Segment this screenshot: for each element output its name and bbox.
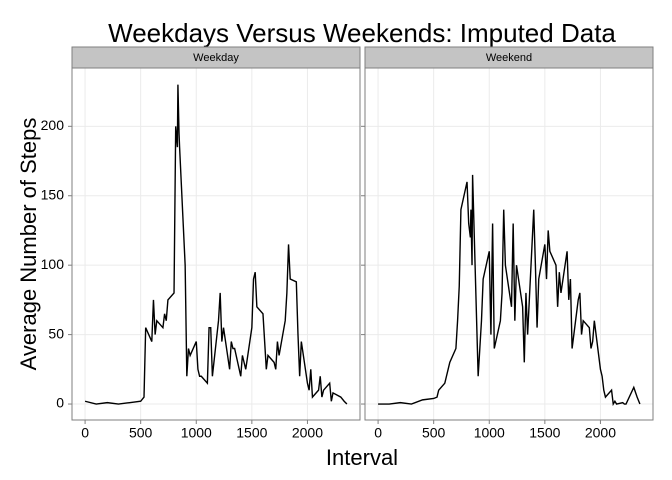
facet-label: Weekend	[486, 52, 532, 64]
chart-title: Weekdays Versus Weekends: Imputed Data	[108, 18, 616, 48]
x-tick-label: 500	[129, 425, 153, 441]
y-tick-label: 100	[41, 256, 65, 272]
y-axis-label: Average Number of Steps	[16, 118, 41, 371]
data-line	[84, 84, 348, 405]
x-tick-label: 1500	[529, 425, 560, 441]
x-tick-label: 2000	[585, 425, 616, 441]
x-tick-label: 1000	[474, 425, 505, 441]
x-tick-label: 500	[422, 425, 446, 441]
facet-strip	[71, 46, 361, 69]
y-tick-label: 200	[41, 117, 65, 133]
facet-label: Weekday	[193, 52, 239, 64]
data-line	[378, 174, 641, 407]
x-tick-label: 1000	[181, 425, 212, 441]
y-tick-label: 150	[41, 186, 65, 202]
y-tick-label: 50	[48, 325, 64, 341]
x-tick-label: 1500	[236, 425, 267, 441]
y-tick-label: 0	[56, 395, 64, 411]
facet-strip	[364, 46, 654, 69]
x-tick-label: 0	[374, 425, 382, 441]
panel-background	[72, 68, 360, 420]
x-tick-label: 0	[81, 425, 89, 441]
x-tick-label: 2000	[292, 425, 323, 441]
x-axis-label: Interval	[326, 445, 398, 470]
panel-background	[365, 68, 653, 420]
